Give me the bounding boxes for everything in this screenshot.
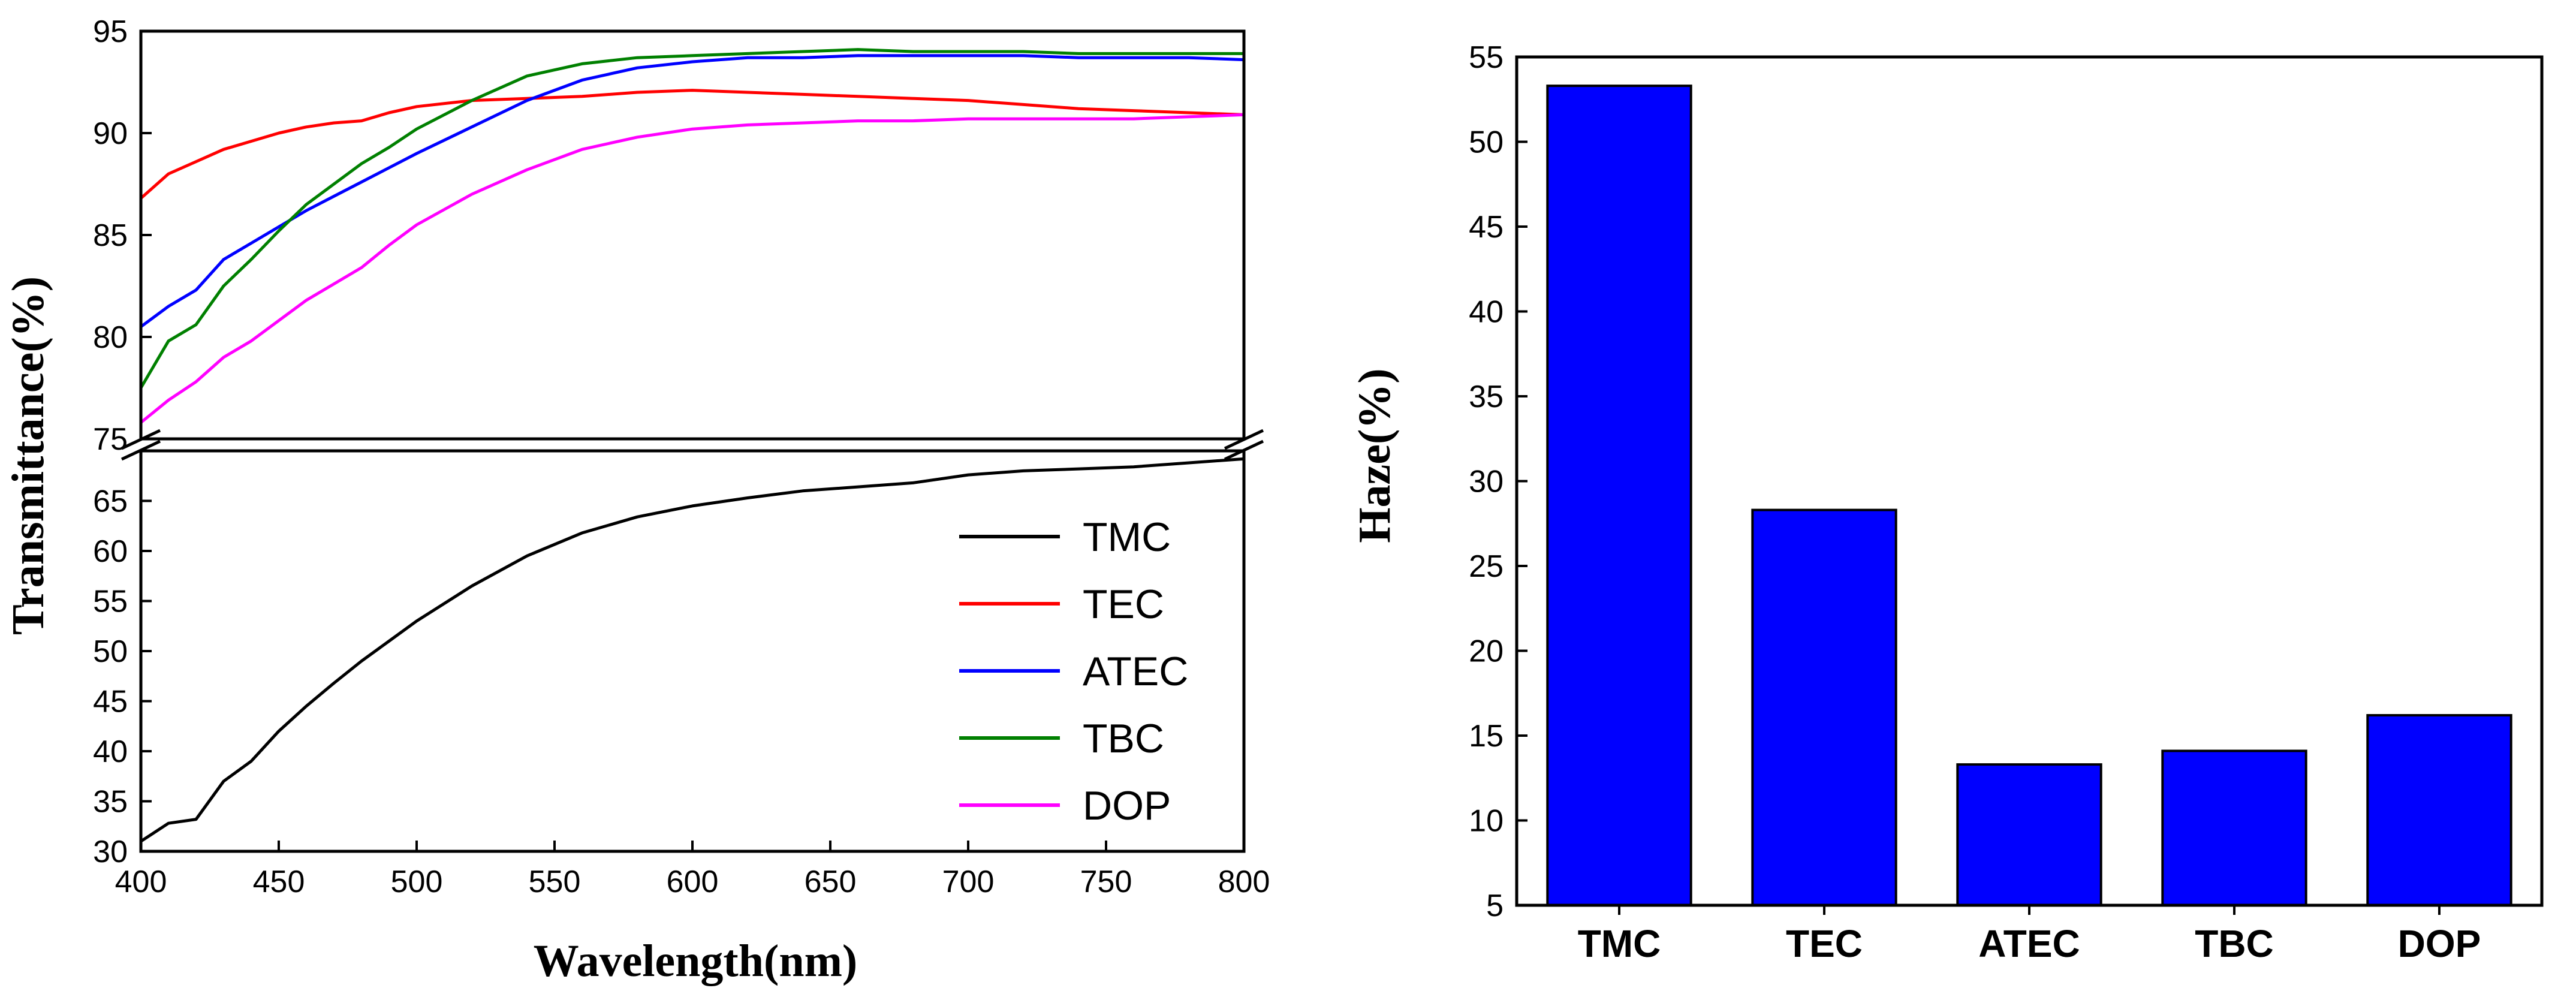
series-line-tec <box>140 89 1245 200</box>
transmittance-series-group <box>139 48 1245 843</box>
haze-bar-tmc <box>1546 85 1692 907</box>
haze-y-tick-label: 55 <box>1469 40 1504 75</box>
haze-y-tick-label: 35 <box>1469 379 1504 414</box>
lower-y-tick-label: 30 <box>93 835 128 869</box>
haze-bar-dop <box>2366 714 2512 907</box>
haze-y-tick-label: 5 <box>1486 888 1504 923</box>
upper-y-tick-label: 90 <box>93 116 128 151</box>
lower-y-tick-label: 35 <box>93 785 128 820</box>
upper-plot-frame <box>139 29 1246 441</box>
x-tick-label: 800 <box>1218 865 1270 899</box>
legend-label-atec: ATEC <box>1083 649 1188 694</box>
haze-y-tick-label: 15 <box>1469 719 1504 754</box>
haze-y-tick-label: 30 <box>1469 465 1504 499</box>
right-y-axis-label: Haze(%) <box>1349 368 1400 543</box>
lower-y-tick-label: 45 <box>93 685 128 719</box>
left-x-axis-label: Wavelength(nm) <box>534 936 857 986</box>
x-tick-label: 400 <box>115 865 167 899</box>
lower-y-tick-label: 60 <box>93 534 128 569</box>
legend-label-tec: TEC <box>1083 582 1164 627</box>
x-tick-label: 700 <box>942 865 995 899</box>
haze-y-tick-label: 10 <box>1469 804 1504 839</box>
legend-label-tbc: TBC <box>1083 716 1164 761</box>
haze-y-tick-label: 50 <box>1469 125 1504 160</box>
series-line-atec <box>140 54 1245 329</box>
haze-bar-atec <box>1956 763 2102 906</box>
haze-bar-tec <box>1751 508 1897 906</box>
x-tick-label: 500 <box>391 865 443 899</box>
lower-y-tick-label: 55 <box>93 585 128 619</box>
lower-y-tick-label: 50 <box>93 634 128 669</box>
haze-y-tick-label: 40 <box>1469 295 1504 330</box>
lower-y-tick-label: 65 <box>93 484 128 519</box>
x-tick-label: 750 <box>1080 865 1132 899</box>
lower-plot-frame <box>139 449 1246 853</box>
right-plot-frame <box>1515 55 2544 907</box>
haze-y-tick-label: 45 <box>1469 210 1504 245</box>
axis-break-marks <box>120 429 1264 461</box>
x-tick-label: 450 <box>253 865 305 899</box>
haze-category-label-tbc: TBC <box>2195 922 2274 965</box>
right-tick-labels: 5 10 15 20 25 30 35 40 45 50 55 TMC TEC ATEC TBC DOP <box>1469 40 2481 965</box>
upper-y-tick-label: 80 <box>93 320 128 355</box>
haze-bars-group <box>1546 85 2512 907</box>
upper-y-tick-label: 85 <box>93 218 128 253</box>
x-tick-label: 550 <box>529 865 581 899</box>
x-tick-label: 650 <box>805 865 857 899</box>
haze-chart: 5 10 15 20 25 30 35 40 45 50 55 TMC TEC ATEC TBC DOP Ha… <box>1349 40 2544 965</box>
haze-category-label-tmc: TMC <box>1578 922 1661 965</box>
legend: TMC TEC ATEC TBC DOP <box>959 514 1188 829</box>
transmittance-chart: 400 450 500 550 600 650 700 750 800 75 80 85 90 95 30 3… <box>3 14 1270 986</box>
series-line-tbc <box>139 48 1244 389</box>
lower-y-tick-label: 40 <box>93 734 128 769</box>
haze-category-label-tec: TEC <box>1786 922 1863 965</box>
series-line-dop <box>140 113 1245 424</box>
haze-y-tick-label: 20 <box>1469 634 1504 669</box>
upper-y-tick-label: 75 <box>93 422 128 457</box>
x-tick-label: 600 <box>667 865 719 899</box>
left-tick-labels: 400 450 500 550 600 650 700 750 800 75 80 85 90 95 30 3… <box>93 14 1270 899</box>
left-y-axis-label: Transmittance(%) <box>3 276 53 635</box>
haze-y-tick-label: 25 <box>1469 549 1504 584</box>
haze-category-label-atec: ATEC <box>1978 922 2080 965</box>
legend-label-tmc: TMC <box>1083 514 1171 560</box>
left-axes-ticks <box>140 30 1245 853</box>
haze-bar-tbc <box>2161 749 2307 906</box>
legend-label-dop: DOP <box>1083 783 1171 829</box>
upper-y-tick-label: 95 <box>93 14 128 49</box>
haze-category-label-dop: DOP <box>2398 922 2481 965</box>
series-line-tmc <box>140 457 1245 843</box>
